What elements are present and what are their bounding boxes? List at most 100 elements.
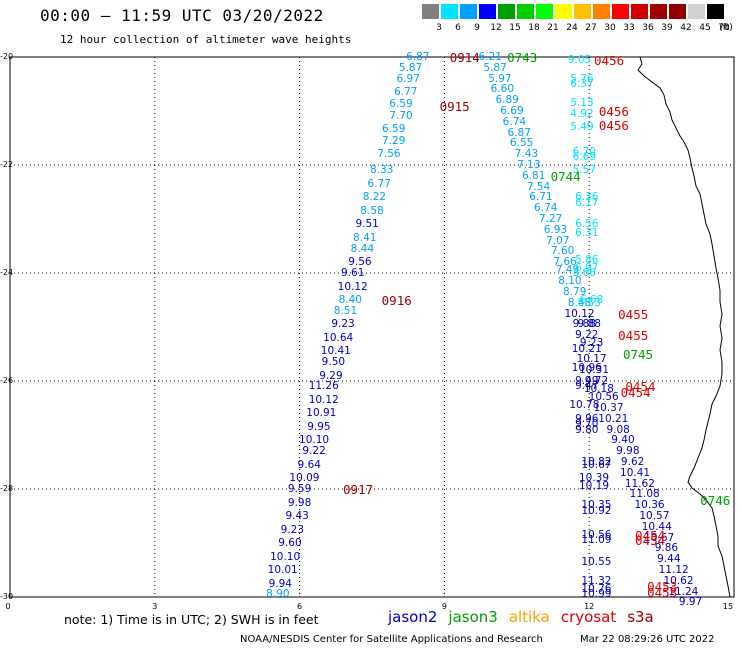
wave-height-value: 6.70 [572,145,597,158]
pass-time-label: 0453 [647,579,678,595]
colorbar-label: 30 [604,23,616,33]
wave-height-value: 10.62 [663,574,694,587]
wave-height-value: 6.81 [521,169,546,182]
wave-height-value: 10.09 [289,472,320,485]
colorbar-swatch [498,4,515,19]
pass-time-label: 0917 [343,482,374,497]
latitude-label: -22 [0,160,14,169]
wave-height-value: 8.22 [362,191,387,204]
latitude-label: -28 [0,484,14,493]
plot-frame [9,56,735,598]
wave-height-value: 10.55 [581,555,612,568]
wave-height-value: 10.21 [571,342,602,355]
wave-height-value: 7.43 [514,148,539,161]
wave-height-value: 10.96 [571,361,602,374]
wave-height-value: 4.92 [570,107,594,120]
wave-height-value: 8.41 [353,231,377,244]
wave-height-value: 7.60 [550,245,575,258]
wave-height-value: 5.86 [575,253,599,266]
wave-height-value: 9.05 [567,53,592,66]
wave-height-value: 9.49 [575,375,599,387]
wave-height-value: 10.18 [583,383,614,396]
wave-height-value: 11.24 [668,585,699,598]
wave-height-value: 5.49 [570,121,594,134]
wave-height-value: 9.64 [297,458,321,471]
wave-height-value: 5.87 [483,61,507,74]
lat-lon-grid [10,57,734,597]
colorbar-swatch [631,4,648,19]
generated-timestamp: Mar 22 08:29:26 UTC 2022 [580,634,715,645]
wave-height-value: 11.26 [308,380,339,393]
wave-height-value: 6.17 [575,196,599,209]
wave-height-value: 7.27 [538,213,563,225]
satellite-legend-item: jason3 [448,608,498,626]
colorbar-swatch [441,4,458,19]
wave-height-value: 7.07 [546,234,570,247]
wave-height-value: 10.76 [581,582,612,595]
wave-height-value: 9.96 [575,412,599,425]
satellite-legend: jason2 jason3 altika cryosat s3a [388,608,665,626]
colorbar-swatch [479,4,496,19]
pass-time-label: 0915 [439,98,470,114]
wave-height-value: 10.56 [581,528,612,541]
colorbar-swatch [460,4,477,19]
wave-height-value: 8.51 [333,304,358,317]
colorbar-swatch [612,4,629,19]
wave-height-value: 6.87 [406,51,430,63]
wave-height-value: 9.56 [348,256,372,269]
colorbar-label: 18 [528,23,540,33]
latitude-label: -30 [0,592,14,601]
wave-height-value: 5.97 [488,72,512,85]
wave-height-value: 8.79 [563,285,587,298]
wave-height-value: 9.80 [575,423,599,436]
wave-height-value: 8.40 [338,294,362,306]
colorbar-label: 24 [566,23,578,33]
satellite-legend-item: jason2 [388,608,438,626]
wave-height-value: 9.94 [268,577,292,590]
footnote: note: 1) Time is in UTC; 2) SWH is in fe… [64,612,319,627]
pass-time-label: 0454 [635,527,666,543]
colorbar-label: 39 [661,23,673,33]
wave-height-value: 6.93 [543,223,568,236]
wave-height-value: 10.82 [581,456,612,468]
wave-height-value: 6.31 [575,226,599,239]
wave-height-value: 10.21 [598,412,629,425]
wave-height-value: 6.89 [495,94,519,107]
wave-height-value: 10.91 [306,407,337,420]
wave-height-value: 9.22 [302,445,326,458]
wave-height-value: 6.97 [575,261,599,274]
pass-time-label: 0453 [647,584,678,600]
wave-height-value: 9.88 [577,318,601,331]
wave-height-value: 6.59 [389,97,413,110]
wave-height-value: 8.33 [369,164,394,177]
colorbar-swatch [555,4,572,19]
colorbar-label: 36 [642,23,654,33]
wave-height-value: 10.17 [576,353,607,366]
wave-height-value: 10.92 [581,504,612,517]
wave-height-value: 6.77 [394,86,418,99]
wave-height-value: 8.10 [558,275,582,288]
wave-height-value: 9.98 [616,445,640,458]
wave-height-value: 9.47 [575,380,599,393]
colorbar-label: 15 [509,23,521,33]
wave-height-value: 6.77 [367,177,391,190]
colorbar-swatch [574,4,591,19]
wave-height-value: 9.23 [331,318,355,331]
wave-height-value: 9.43 [285,510,309,522]
wave-height-value: 9.08 [606,423,630,436]
wave-height-value: 11.09 [581,534,612,547]
wave-height-value: 9.40 [611,434,635,447]
wave-height-value: 10.31 [578,364,610,377]
wave-height-value: 10.10 [270,550,301,563]
pass-time-label: 0743 [507,50,538,65]
wave-height-value: 10.56 [588,391,619,404]
wave-height-value: 10.41 [320,345,351,358]
wave-height-value: 7.70 [389,110,413,123]
pass-time-label: 0744 [550,168,581,184]
satellite-legend-item: cryosat [560,608,617,626]
colorbar-swatch [422,4,439,19]
wave-height-value: 9.72 [584,375,609,387]
wave-height-value: 5.57 [572,164,597,177]
pass-time-label: 0914 [449,50,480,65]
